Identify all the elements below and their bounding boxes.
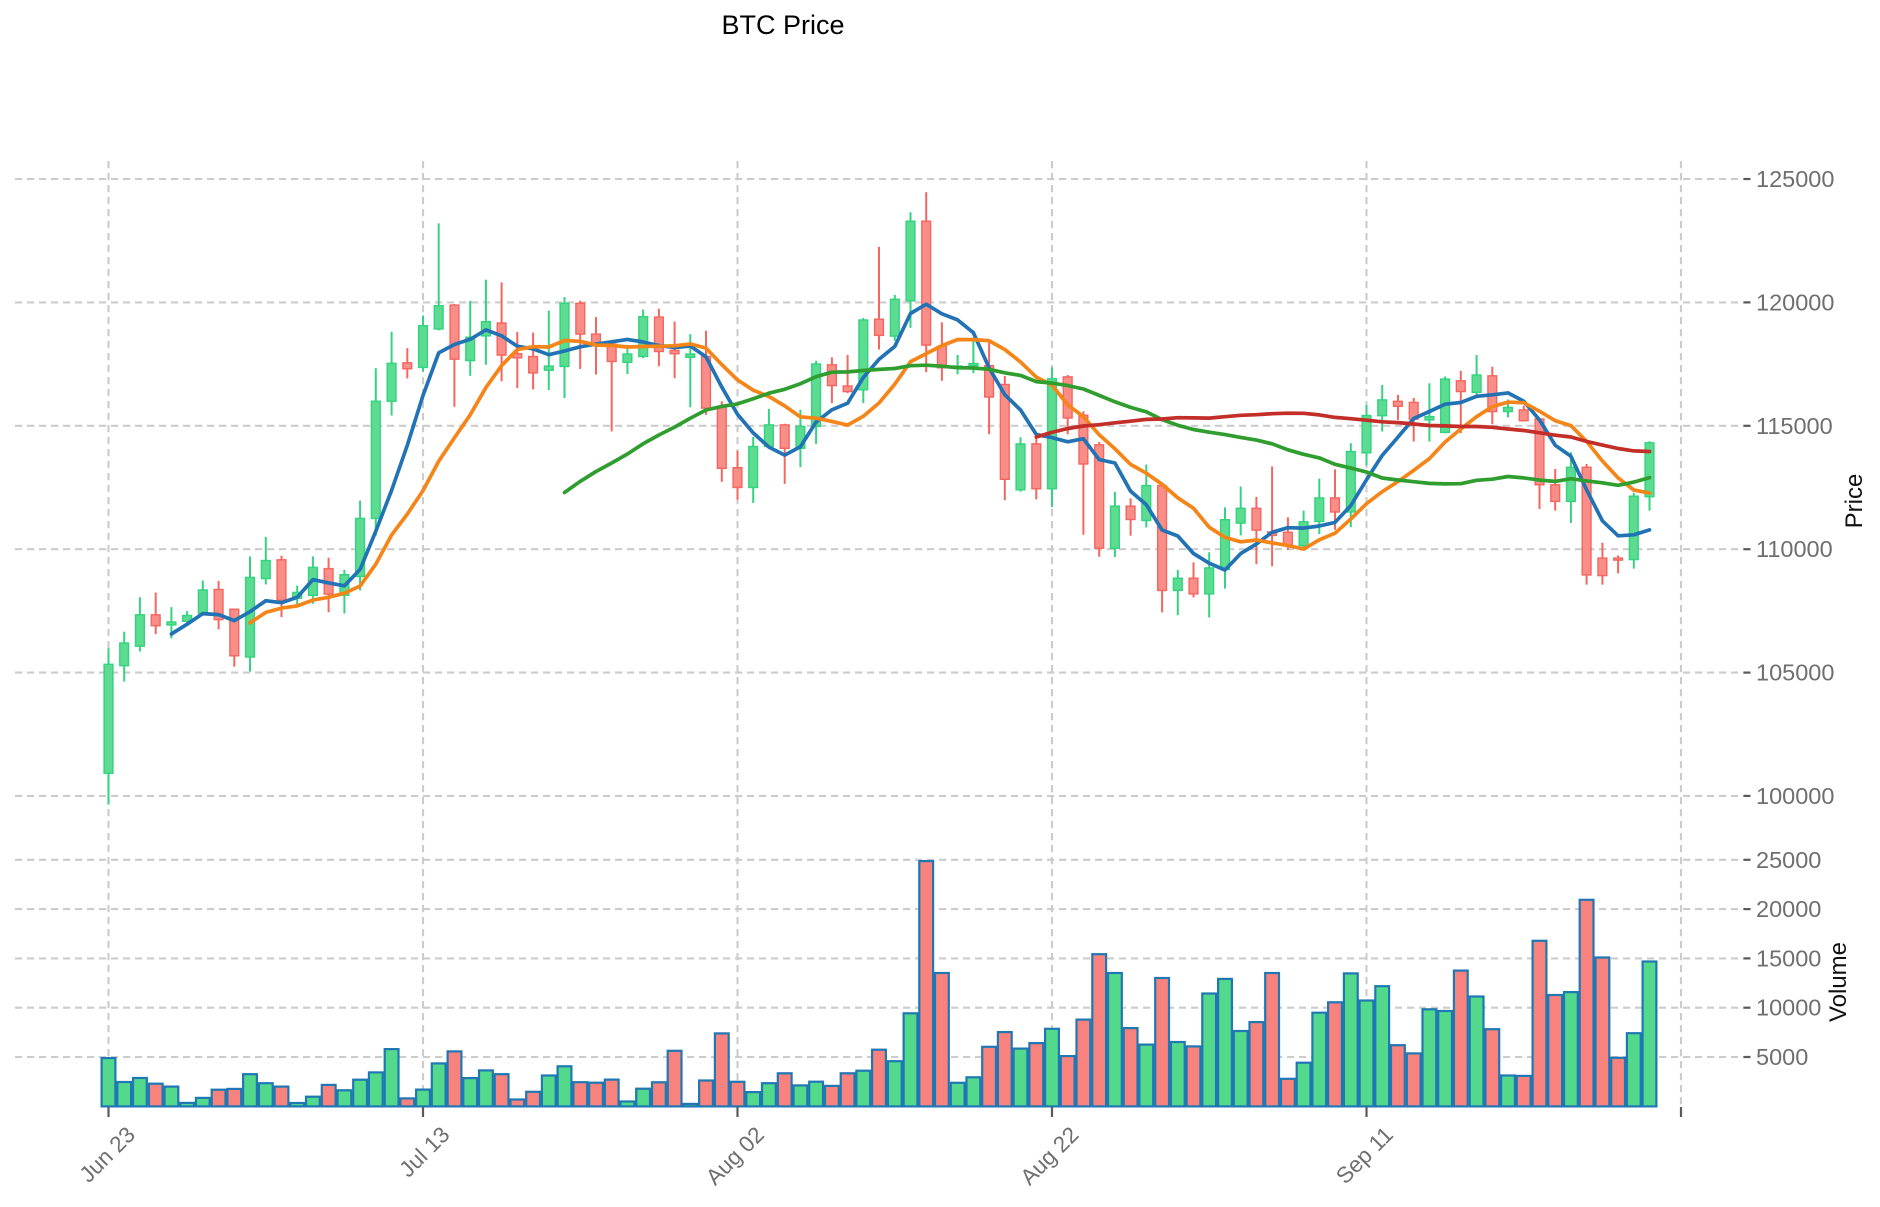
svg-text:105000: 105000: [1756, 660, 1834, 686]
svg-text:115000: 115000: [1756, 413, 1833, 439]
svg-text:BTC Price: BTC Price: [721, 10, 844, 40]
svg-text:110000: 110000: [1756, 536, 1833, 562]
svg-text:Price: Price: [1841, 474, 1868, 529]
svg-text:25000: 25000: [1756, 847, 1821, 873]
svg-text:125000: 125000: [1756, 166, 1834, 192]
svg-text:100000: 100000: [1756, 783, 1834, 809]
svg-text:15000: 15000: [1756, 945, 1821, 971]
svg-text:Volume: Volume: [1825, 942, 1852, 1022]
svg-text:20000: 20000: [1756, 896, 1821, 922]
svg-text:10000: 10000: [1756, 995, 1821, 1021]
svg-text:120000: 120000: [1756, 289, 1834, 315]
svg-text:5000: 5000: [1756, 1044, 1808, 1070]
